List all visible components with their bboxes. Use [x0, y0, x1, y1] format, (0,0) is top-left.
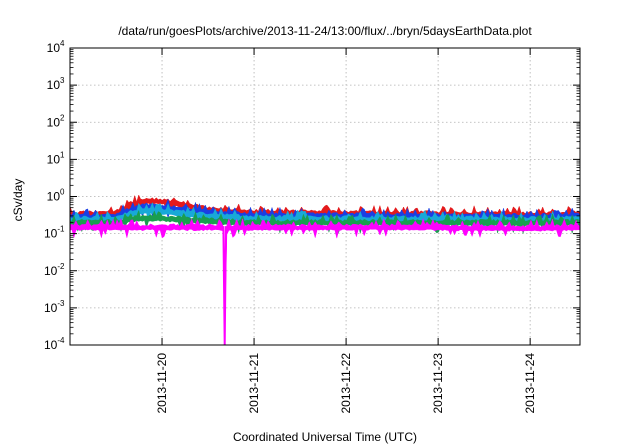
series-line-5	[70, 226, 581, 346]
y-tick-label: 101	[47, 150, 65, 166]
y-tick-label: 103	[47, 76, 65, 92]
chart-title: /data/run/goesPlots/archive/2013-11-24/1…	[118, 24, 532, 38]
x-axis-label: Coordinated Universal Time (UTC)	[233, 430, 417, 444]
y-tick-label: 10-4	[44, 336, 65, 352]
y-tick-label: 102	[47, 113, 65, 129]
series-layer	[69, 194, 581, 346]
y-tick-label: 10-1	[44, 225, 65, 241]
y-tick-label: 10-2	[44, 262, 65, 278]
x-tick-label: 2013-11-24	[523, 353, 537, 414]
series-line-4	[70, 216, 580, 224]
y-tick-label: 100	[47, 188, 65, 204]
x-tick-label: 2013-11-22	[339, 353, 353, 414]
grid	[70, 48, 580, 345]
x-tick-label: 2013-11-23	[431, 353, 445, 414]
y-axis-label: cSv/day	[11, 179, 25, 222]
ticks: 10-4 10-3 10-2 10-1 100 101 102 103 104 2013-11-2…	[44, 39, 580, 414]
y-tick-label: 104	[47, 39, 65, 55]
x-tick-label: 2013-11-20	[155, 353, 169, 414]
x-tick-label: 2013-11-21	[247, 353, 261, 414]
y-tick-label: 10-3	[44, 299, 65, 315]
